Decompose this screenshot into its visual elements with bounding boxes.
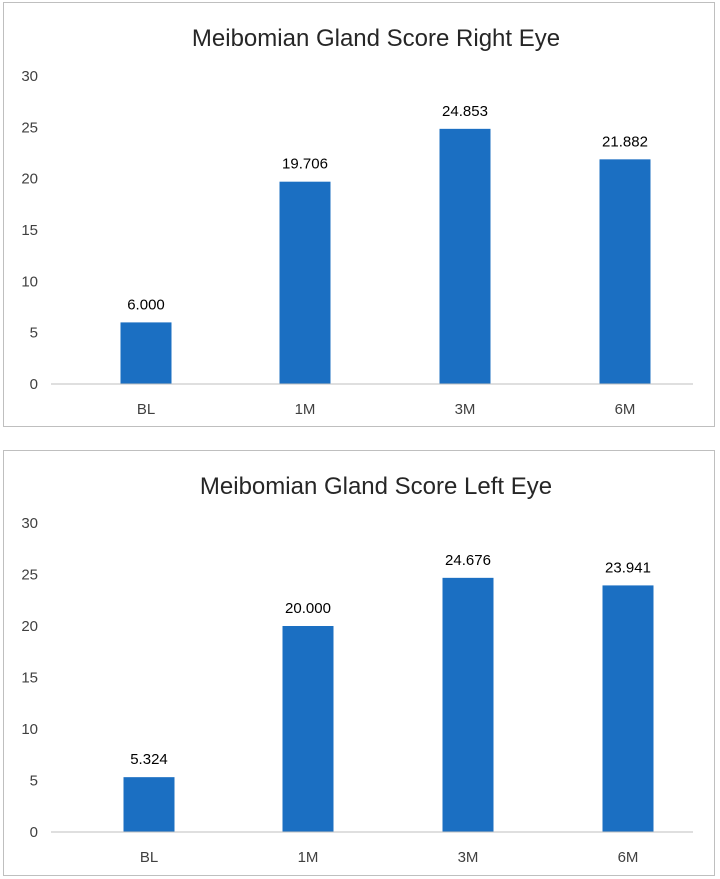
bar-3m: [439, 128, 491, 384]
x-tick-label: 6M: [618, 849, 639, 866]
y-tick-label: 5: [30, 773, 38, 790]
right-eye-chart: Meibomian Gland Score Right Eye 0 5 10 15 20 2…: [3, 2, 715, 427]
x-tick-label: 1M: [298, 849, 319, 866]
y-tick-label: 10: [21, 721, 38, 738]
y-tick-label: 10: [21, 273, 38, 290]
data-label: 5.324: [130, 751, 168, 768]
bar-bl: [120, 322, 172, 384]
y-tick-label: 0: [30, 824, 38, 841]
x-tick-label: 3M: [455, 401, 476, 418]
x-tick-label: 6M: [615, 401, 636, 418]
x-tick-label: 1M: [295, 401, 316, 418]
y-tick-label: 30: [21, 515, 38, 532]
y-tick-label: 20: [21, 618, 38, 635]
data-label: 23.941: [605, 559, 651, 576]
y-tick-label: 20: [21, 171, 38, 188]
y-tick-label: 5: [30, 325, 38, 342]
data-label: 24.676: [445, 552, 491, 569]
y-tick-label: 15: [21, 670, 38, 687]
chart-title: Meibomian Gland Score Right Eye: [192, 25, 560, 52]
data-label: 21.882: [602, 133, 648, 150]
y-tick-label: 15: [21, 222, 38, 239]
bar-bl: [123, 777, 175, 832]
x-tick-label: BL: [140, 849, 158, 866]
bar-1m: [282, 626, 334, 832]
chart-title: Meibomian Gland Score Left Eye: [200, 473, 552, 500]
y-tick-label: 25: [21, 567, 38, 584]
x-tick-label: BL: [137, 401, 155, 418]
bar-3m: [442, 577, 494, 832]
y-tick-label: 25: [21, 119, 38, 136]
y-tick-label: 0: [30, 376, 38, 393]
bar-1m: [279, 181, 331, 384]
left-eye-chart-svg: Meibomian Gland Score Left Eye 0 5 10 15 20 25…: [21, 473, 693, 866]
bar-6m: [602, 585, 654, 832]
x-tick-label: 3M: [458, 849, 479, 866]
data-label: 19.706: [282, 156, 328, 173]
data-label: 20.000: [285, 600, 331, 617]
right-eye-chart-svg: Meibomian Gland Score Right Eye 0 5 10 15 20 2…: [21, 25, 693, 418]
bar-6m: [599, 159, 651, 384]
left-eye-chart: Meibomian Gland Score Left Eye 0 5 10 15 20 25…: [3, 450, 715, 876]
data-label: 24.853: [442, 103, 488, 120]
data-label: 6.000: [127, 296, 165, 313]
y-tick-label: 30: [21, 68, 38, 85]
